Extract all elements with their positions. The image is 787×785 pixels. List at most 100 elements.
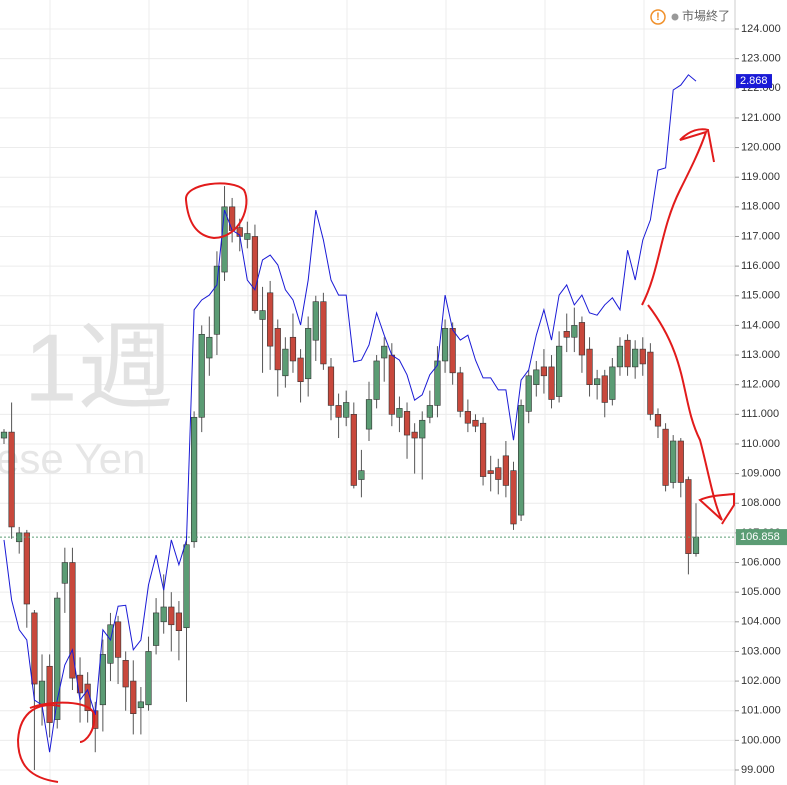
candle-body (267, 292, 274, 347)
candle-body (305, 328, 312, 380)
candle-body (122, 660, 129, 688)
y-tick-label: 102.000 (741, 675, 781, 687)
candle-body (419, 419, 426, 439)
status: ! 市場終了 (650, 8, 730, 25)
y-tick-label: 116.000 (741, 260, 780, 272)
candle-body (540, 366, 548, 377)
y-tick-label: 105.000 (741, 586, 781, 598)
y-tick-label: 120.000 (741, 141, 781, 153)
annotation-arc (16, 704, 61, 783)
annotation-arrow (647, 304, 735, 525)
candle-body (183, 544, 190, 629)
candle-body (647, 351, 654, 415)
candle-body (312, 301, 319, 341)
candle-body (114, 621, 122, 658)
candle-body (168, 606, 175, 626)
candle-body (365, 399, 373, 430)
y-tick-label: 117.000 (741, 230, 780, 242)
y-tick-label: 123.000 (741, 53, 781, 65)
candle-body (198, 333, 205, 418)
candle-body (624, 339, 631, 368)
candle-body (487, 470, 494, 474)
y-tick-label: 113.000 (741, 349, 780, 361)
candle-body (594, 378, 601, 385)
candle-body (206, 336, 213, 359)
candle-body (343, 402, 350, 418)
candle-body (403, 411, 411, 436)
candle-body (609, 366, 616, 400)
status-text: 市場終了 (682, 8, 730, 23)
y-tick-label: 99.000 (741, 764, 775, 776)
candle-body (107, 624, 114, 664)
candle-body (320, 301, 327, 365)
y-tick-label: 106.000 (741, 556, 781, 568)
candle-body (510, 470, 517, 525)
candle-body (571, 325, 578, 338)
annotations (16, 128, 735, 783)
candle-body (31, 612, 38, 685)
candle-body (441, 328, 449, 362)
candle-body (479, 422, 487, 477)
candle-body (84, 683, 91, 712)
candle-body (152, 612, 160, 646)
candle-body (457, 372, 464, 412)
candle-body (381, 345, 388, 359)
candle-body (191, 416, 198, 543)
candle-body (685, 479, 692, 554)
candle-body (449, 328, 456, 374)
plot (0, 74, 735, 770)
y-tick-label: 115.000 (741, 290, 780, 302)
candle-body (289, 336, 297, 362)
overlay-line (3, 74, 697, 753)
candle-body (464, 411, 471, 424)
candle-body (297, 357, 304, 383)
y-tick-label: 101.000 (741, 705, 781, 717)
candle-body (639, 348, 646, 365)
y-tick-label: 111.000 (741, 408, 779, 420)
grid (0, 0, 735, 785)
candle-body (137, 701, 144, 709)
candle-body (0, 431, 8, 439)
candle-body (426, 405, 433, 418)
candle-body (8, 431, 15, 528)
candle-body (556, 345, 563, 397)
candle-body (229, 206, 236, 231)
last-value-box (736, 74, 772, 89)
watermark-sub: ese Yen (0, 435, 146, 482)
y-tick-label: 121.000 (741, 112, 781, 124)
candle-body (373, 360, 380, 400)
candle-body (23, 532, 30, 605)
y-tick-label: 104.000 (741, 616, 781, 628)
candle-body (670, 440, 677, 483)
y-tick-label: 112.000 (741, 379, 780, 391)
candle-body (46, 665, 53, 723)
candle-body (145, 651, 152, 706)
y-tick-label: 103.000 (741, 645, 781, 657)
candle-body (61, 562, 68, 584)
candle-body (358, 470, 365, 480)
candle-body (160, 606, 167, 623)
y-tick-label: 118.000 (741, 201, 780, 213)
candle-body (213, 265, 221, 335)
candle-body (472, 419, 479, 427)
candle-body (69, 562, 76, 679)
candle-body (274, 328, 281, 371)
status-dot (671, 13, 679, 21)
candle-body (350, 414, 357, 486)
y-tick-label: 124.000 (741, 23, 781, 35)
candle-body (616, 345, 624, 368)
last-value-label: 2.868 (740, 75, 768, 87)
candle-body (130, 680, 137, 714)
last-price-box (736, 529, 787, 546)
candle-body (586, 348, 593, 385)
candle-body (282, 348, 289, 377)
candle-body (677, 440, 684, 483)
candle-body (175, 612, 183, 631)
status-icon-text: ! (656, 11, 660, 23)
candle-body (517, 405, 525, 516)
annotation-arrow (641, 128, 715, 306)
candle-body (662, 428, 669, 486)
y-tick-label: 119.000 (741, 171, 780, 183)
y-tick-label: 110.000 (741, 438, 780, 450)
